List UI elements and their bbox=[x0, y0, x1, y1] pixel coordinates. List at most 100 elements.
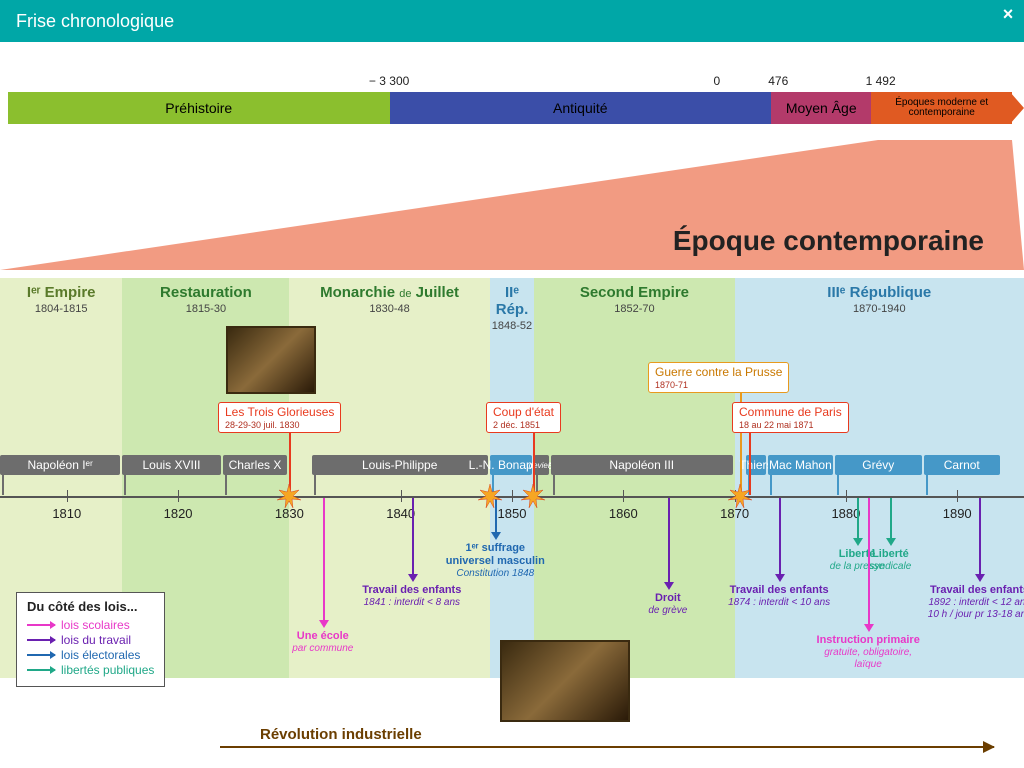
law-arrowhead-icon bbox=[775, 574, 785, 582]
period-block[interactable]: Second Empire1852-70 bbox=[534, 278, 734, 678]
ruler-box[interactable]: L.-N. Bonaparte bbox=[490, 455, 533, 475]
event-box[interactable]: Coup d'état2 déc. 1851 bbox=[486, 402, 561, 433]
period-subtitle: 1830-48 bbox=[289, 303, 489, 315]
burst-icon bbox=[728, 484, 752, 508]
ages-segment[interactable]: Préhistoire bbox=[8, 92, 390, 124]
period-subtitle: 1815-30 bbox=[122, 303, 289, 315]
legend-row: lois scolaires bbox=[27, 618, 154, 632]
axis-year-label: 1880 bbox=[831, 506, 860, 521]
ruler-box[interactable]: Napoléon III bbox=[551, 455, 733, 475]
ruler-connector bbox=[926, 475, 928, 495]
era-title: Époque contemporaine bbox=[673, 225, 984, 257]
law-label[interactable]: Une écolepar commune bbox=[268, 630, 378, 655]
event-box[interactable]: Les Trois Glorieuses28-29-30 juil. 1830 bbox=[218, 402, 341, 433]
period-title: Restauration bbox=[122, 284, 289, 301]
ruler-box[interactable]: Mac Mahon bbox=[768, 455, 833, 475]
law-title: 1ᵉʳ suffrage universel masculin bbox=[440, 542, 550, 568]
burst-icon bbox=[478, 484, 502, 508]
law-title: Travail des enfants bbox=[924, 584, 1024, 597]
axis-year-label: 1840 bbox=[386, 506, 415, 521]
legend-arrow-icon bbox=[27, 624, 55, 626]
legend-row: lois du travail bbox=[27, 633, 154, 647]
law-arrow bbox=[412, 498, 414, 576]
event-image[interactable] bbox=[226, 326, 316, 394]
axis-tick bbox=[512, 490, 513, 502]
law-arrow bbox=[779, 498, 781, 576]
event-connector bbox=[740, 380, 742, 495]
period-subtitle: 1870-1940 bbox=[735, 303, 1024, 315]
legend-arrow-icon bbox=[27, 654, 55, 656]
ruler-box[interactable]: Charles X bbox=[223, 455, 288, 475]
industrial-image[interactable] bbox=[500, 640, 630, 722]
period-block[interactable]: IIᵉ Rép. 1848-52 bbox=[490, 278, 535, 678]
axis-year-label: 1820 bbox=[164, 506, 193, 521]
ruler-connector bbox=[225, 475, 227, 495]
event-title: Commune de Paris bbox=[739, 405, 842, 419]
period-title: IIᵉ Rép. bbox=[490, 284, 535, 318]
ruler-connector bbox=[553, 475, 555, 495]
close-icon[interactable]: × bbox=[998, 4, 1018, 24]
ages-segment[interactable]: Époques moderne et contemporaine bbox=[871, 92, 1012, 124]
revolution-label: Révolution industrielle bbox=[260, 726, 422, 743]
law-label[interactable]: Travail des enfants1841 : interdit < 8 a… bbox=[357, 584, 467, 609]
law-title: Liberté bbox=[835, 548, 945, 561]
header-bar: Frise chronologique × bbox=[0, 0, 1024, 42]
ruler-box[interactable]: devient bbox=[534, 455, 549, 475]
ruler-connector bbox=[314, 475, 316, 495]
event-title: Coup d'état bbox=[493, 405, 554, 419]
legend-arrow-icon bbox=[27, 639, 55, 641]
period-title: Monarchie de Juillet bbox=[289, 284, 489, 301]
law-label[interactable]: 1ᵉʳ suffrage universel masculinConstitut… bbox=[440, 542, 550, 580]
law-label[interactable]: Droitde grève bbox=[613, 592, 723, 617]
ages-tick-label: 476 bbox=[768, 74, 788, 88]
burst-icon bbox=[277, 484, 301, 508]
ruler-box[interactable]: Carnot bbox=[924, 455, 1000, 475]
law-label[interactable]: Libertésyndicale bbox=[835, 548, 945, 573]
law-title: Instruction primaire bbox=[813, 634, 923, 647]
ruler-connector bbox=[2, 475, 4, 495]
ages-segment[interactable]: Antiquité bbox=[390, 92, 772, 124]
event-title: Les Trois Glorieuses bbox=[225, 405, 334, 419]
ruler-box[interactable]: Louis XVIII bbox=[122, 455, 220, 475]
law-arrowhead-icon bbox=[664, 582, 674, 590]
axis-tick bbox=[846, 490, 847, 502]
law-label[interactable]: Travail des enfants1892 : interdit < 12 … bbox=[924, 584, 1024, 621]
law-label[interactable]: Travail des enfants1874 : interdit < 10 … bbox=[724, 584, 834, 609]
legend-label: libertés publiques bbox=[61, 663, 154, 677]
ruler-connector bbox=[124, 475, 126, 495]
axis-tick bbox=[401, 490, 402, 502]
ruler-box[interactable]: Napoléon Iᵉʳ bbox=[0, 455, 120, 475]
legend-label: lois électorales bbox=[61, 648, 140, 662]
axis-tick bbox=[957, 490, 958, 502]
axis-year-label: 1850 bbox=[498, 506, 527, 521]
axis-tick bbox=[623, 490, 624, 502]
event-box[interactable]: Guerre contre la Prusse1870-71 bbox=[648, 362, 789, 393]
period-block[interactable]: Monarchie de Juillet 1830-48 bbox=[289, 278, 489, 678]
legend-row: libertés publiques bbox=[27, 663, 154, 677]
law-arrow bbox=[979, 498, 981, 576]
law-title: Travail des enfants bbox=[724, 584, 834, 597]
ruler-box[interactable]: Louis-Philippe bbox=[312, 455, 488, 475]
law-title: Travail des enfants bbox=[357, 584, 467, 597]
event-subtitle: 18 au 22 mai 1871 bbox=[739, 420, 842, 430]
revolution-arrow bbox=[220, 746, 994, 748]
event-box[interactable]: Commune de Paris18 au 22 mai 1871 bbox=[732, 402, 849, 433]
event-subtitle: 2 déc. 1851 bbox=[493, 420, 554, 430]
ages-tick-label: − 3 300 bbox=[369, 74, 409, 88]
law-label[interactable]: Instruction primairegratuite, obligatoir… bbox=[813, 634, 923, 671]
ages-segment[interactable]: Moyen Âge bbox=[771, 92, 871, 124]
event-subtitle: 28-29-30 juil. 1830 bbox=[225, 420, 334, 430]
period-subtitle: 1804-1815 bbox=[0, 303, 122, 315]
period-title: Iᵉʳ Empire bbox=[0, 284, 122, 301]
law-arrowhead-icon bbox=[408, 574, 418, 582]
axis-year-label: 1810 bbox=[52, 506, 81, 521]
legend-label: lois du travail bbox=[61, 633, 131, 647]
ruler-box[interactable]: Grévy bbox=[835, 455, 922, 475]
period-subtitle: 1848-52 bbox=[490, 320, 535, 332]
law-title: Une école bbox=[268, 630, 378, 643]
law-arrow bbox=[890, 498, 892, 540]
ruler-connector bbox=[770, 475, 772, 495]
law-arrowhead-icon bbox=[853, 538, 863, 546]
law-arrowhead-icon bbox=[491, 532, 501, 540]
legend-label: lois scolaires bbox=[61, 618, 130, 632]
